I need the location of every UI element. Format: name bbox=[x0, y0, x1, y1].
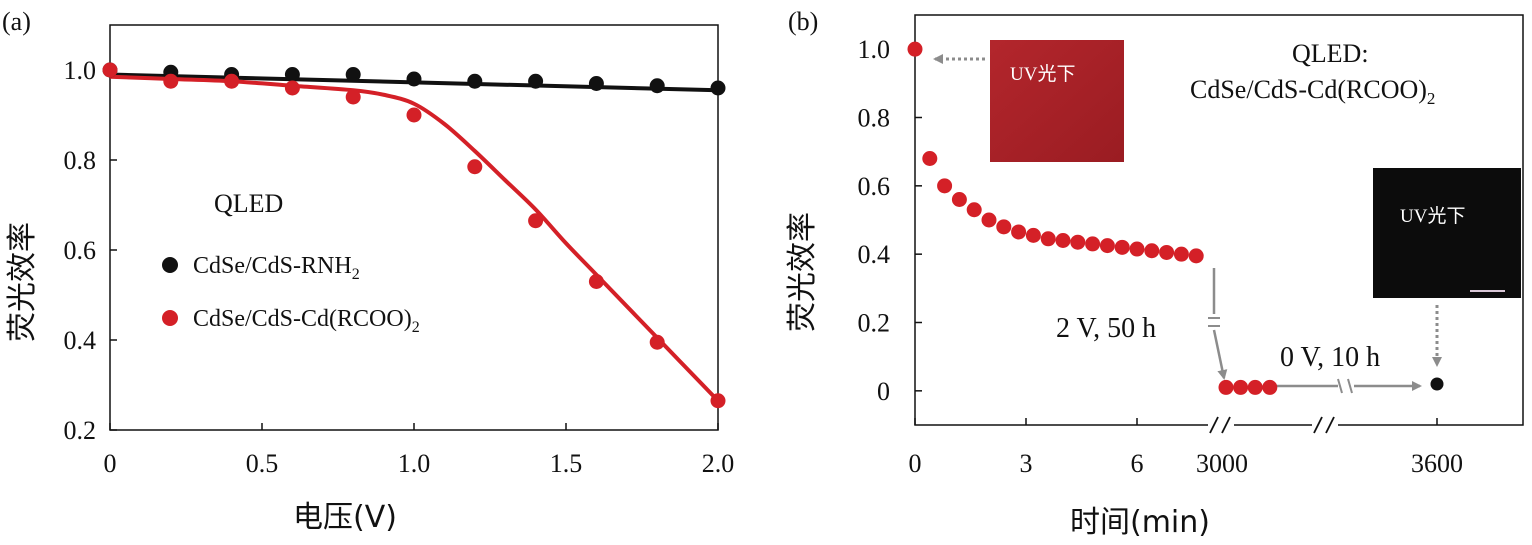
panel-b-point-0 bbox=[1262, 379, 1278, 395]
panel-b-x-tick-label: 3 bbox=[1020, 449, 1033, 478]
panel-a-point-1 bbox=[467, 159, 483, 175]
panel-b-point-0 bbox=[907, 41, 923, 57]
panel-b-point-0 bbox=[1114, 239, 1130, 255]
panel-a-point-0 bbox=[406, 71, 422, 87]
panel-a-x-tick-label: 0 bbox=[104, 449, 117, 478]
panel-b-y-tick-label: 0.6 bbox=[858, 172, 891, 201]
legend-label-rcoo: CdSe/CdS-Cd(RCOO)2 bbox=[193, 306, 420, 336]
annotation-stress: 2 V, 50 h bbox=[1056, 313, 1156, 344]
panel-a-fit-lines bbox=[109, 72, 720, 403]
panel-b-label: (b) bbox=[788, 7, 818, 36]
panel-b-point-0 bbox=[1129, 241, 1145, 257]
panel-b-point-0 bbox=[922, 151, 938, 166]
panel-a-point-1 bbox=[710, 393, 726, 409]
panel-a-points bbox=[102, 62, 726, 409]
panel-a-legend-title: QLED bbox=[214, 189, 283, 218]
panel-b-y-axis-label: 荧光效率 bbox=[785, 212, 820, 332]
panel-a-x-tick-label: 0.5 bbox=[246, 449, 279, 478]
legend-marker-rnh2 bbox=[162, 257, 178, 273]
panel-b-point-0 bbox=[1218, 379, 1234, 395]
photo-before-uv bbox=[990, 40, 1124, 162]
panel-a-x-tick-label: 1.5 bbox=[550, 449, 583, 478]
panel-b-point-0 bbox=[951, 192, 967, 207]
panel-b-point-0 bbox=[1233, 379, 1249, 395]
panel-a-point-1 bbox=[284, 80, 300, 96]
panel-b-points bbox=[907, 41, 1444, 395]
panel-b: (b) 0 3 6 3000 3600 0 0.2 0.4 0.6 0.8 1.0 荧光效率 时间(… bbox=[785, 7, 1524, 540]
arrow-rest-step bbox=[1276, 378, 1422, 394]
panel-b-point-0 bbox=[1055, 233, 1071, 248]
panel-a-y-tick-label: 0.8 bbox=[64, 146, 97, 175]
panel-a-label: (a) bbox=[2, 7, 31, 36]
panel-b-y-tick-label: 0.2 bbox=[858, 309, 891, 338]
panel-b-x-tick-label: 3600 bbox=[1411, 449, 1463, 478]
panel-b-point-0 bbox=[981, 212, 997, 228]
panel-b-y-tick-label: 0.4 bbox=[858, 240, 891, 269]
panel-a-point-1 bbox=[588, 274, 604, 289]
panel-a-legend: QLED CdSe/CdS-RNH2 CdSe/CdS-Cd(RCOO)2 bbox=[162, 189, 420, 336]
panel-b-point-0 bbox=[1159, 244, 1175, 260]
panel-a-y-tick-label: 0.2 bbox=[64, 416, 97, 445]
panel-b-x-axis-label: 时间(min) bbox=[1070, 505, 1210, 540]
panel-b-point-0 bbox=[1099, 238, 1115, 254]
x-axis-break-marks bbox=[1208, 416, 1338, 434]
panel-b-title-line1: QLED: bbox=[1292, 39, 1369, 68]
legend-marker-rcoo bbox=[162, 310, 178, 326]
panel-a-point-1 bbox=[224, 73, 240, 89]
panel-b-point-0 bbox=[1247, 379, 1263, 395]
panel-a-fit-line-1 bbox=[109, 74, 720, 403]
panel-b-point-0 bbox=[1011, 224, 1027, 240]
panel-a-ticks: 0 0.5 1.0 1.5 2.0 0.2 0.4 0.6 0.8 1.0 bbox=[64, 56, 735, 478]
panel-b-point-0 bbox=[937, 178, 953, 194]
panel-a-x-tick-label: 2.0 bbox=[702, 449, 735, 478]
panel-a: (a) 0 0.5 1.0 1.5 2.0 0.2 0.4 0.6 0.8 1.0 荧光效率 电压… bbox=[2, 7, 734, 535]
panel-a-point-0 bbox=[588, 76, 604, 91]
panel-b-point-0 bbox=[1173, 246, 1189, 262]
photo-before-label: UV光下 bbox=[1010, 63, 1075, 85]
panel-b-point-0 bbox=[1040, 231, 1056, 247]
panel-b-point-0 bbox=[1188, 248, 1204, 264]
legend-label-rnh2: CdSe/CdS-RNH2 bbox=[193, 253, 360, 283]
panel-a-point-0 bbox=[467, 73, 483, 89]
panel-b-y-tick-label: 0 bbox=[877, 377, 890, 406]
annotation-rest: 0 V, 10 h bbox=[1280, 342, 1380, 373]
arrow-stress-step bbox=[1208, 268, 1228, 380]
panel-b-point-0 bbox=[996, 219, 1012, 235]
panel-a-y-tick-label: 0.6 bbox=[64, 236, 97, 265]
panel-a-y-tick-label: 1.0 bbox=[64, 56, 97, 85]
panel-b-x-tick-label: 3000 bbox=[1196, 449, 1248, 478]
photo-after-label: UV光下 bbox=[1400, 205, 1465, 227]
panel-a-point-1 bbox=[345, 89, 361, 105]
panel-b-y-tick-label: 0.8 bbox=[858, 104, 891, 133]
panel-b-point-0 bbox=[966, 202, 982, 218]
panel-a-y-axis-label: 荧光效率 bbox=[5, 222, 40, 342]
panel-b-x-tick-label: 0 bbox=[909, 449, 922, 478]
panel-a-point-1 bbox=[649, 334, 665, 350]
panel-a-y-tick-label: 0.4 bbox=[64, 326, 97, 355]
panel-a-point-0 bbox=[345, 67, 361, 82]
panel-b-point-0 bbox=[1025, 227, 1041, 243]
photo-after-uv bbox=[1373, 168, 1521, 298]
panel-a-point-0 bbox=[284, 67, 300, 82]
panel-b-y-tick-label: 1.0 bbox=[858, 35, 891, 64]
panel-a-point-0 bbox=[649, 78, 665, 94]
panel-a-point-1 bbox=[163, 73, 179, 89]
panel-a-x-axis-label: 电压(V) bbox=[293, 500, 397, 535]
panel-b-point-1 bbox=[1430, 377, 1444, 391]
panel-b-point-0 bbox=[1144, 243, 1160, 259]
panel-a-point-1 bbox=[102, 62, 118, 78]
panel-b-title-line2: CdSe/CdS-Cd(RCOO)2 bbox=[1190, 75, 1435, 108]
panel-a-point-1 bbox=[528, 213, 544, 229]
panel-b-point-0 bbox=[1070, 234, 1086, 250]
panel-a-point-1 bbox=[406, 107, 422, 123]
panel-a-point-0 bbox=[710, 80, 726, 96]
panel-a-x-tick-label: 1.0 bbox=[398, 449, 431, 478]
panel-b-ticks: 0 3 6 3000 3600 0 0.2 0.4 0.6 0.8 1.0 bbox=[858, 35, 1464, 478]
panel-b-x-tick-label: 6 bbox=[1131, 449, 1144, 478]
panel-b-point-0 bbox=[1085, 236, 1101, 252]
panel-a-point-0 bbox=[528, 73, 544, 89]
